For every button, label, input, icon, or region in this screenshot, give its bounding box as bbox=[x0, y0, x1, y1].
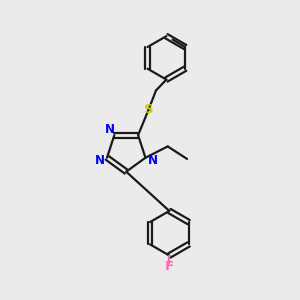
Text: N: N bbox=[148, 154, 158, 166]
Text: S: S bbox=[144, 103, 154, 116]
Text: F: F bbox=[165, 260, 174, 273]
Text: N: N bbox=[95, 154, 105, 166]
Text: N: N bbox=[105, 123, 115, 136]
